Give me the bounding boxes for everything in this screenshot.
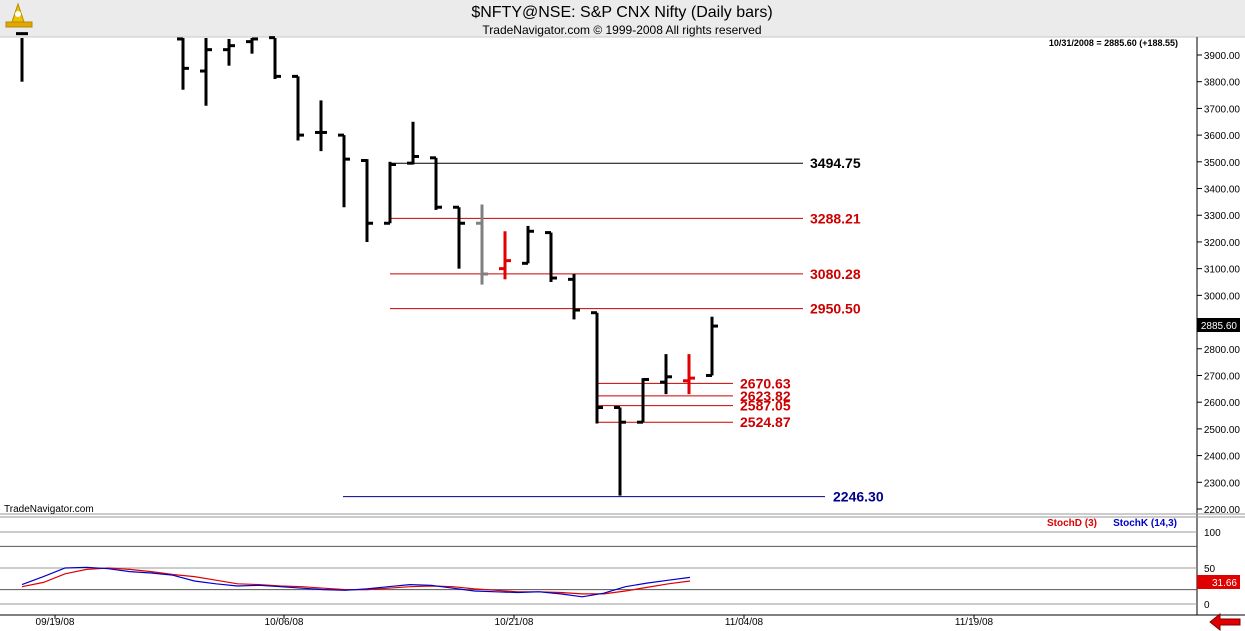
level-label: 2524.87 [740, 414, 791, 430]
price-tick-label: 2500.00 [1204, 425, 1241, 436]
last-bar-info: 10/31/2008 = 2885.60 (+188.55) [1049, 38, 1178, 48]
ohlc-bar [315, 100, 327, 152]
level-label: 2587.05 [740, 398, 791, 414]
ohlc-bar [384, 161, 396, 225]
ohlc-bar [16, 32, 28, 82]
stoch-tick-label: 0 [1204, 600, 1210, 611]
copyright-text: TradeNavigator.com © 1999-2008 All right… [482, 23, 761, 37]
price-tick-label: 3900.00 [1204, 51, 1241, 62]
price-tick-label: 3300.00 [1204, 211, 1241, 222]
price-tick-label: 2400.00 [1204, 452, 1241, 463]
ohlc-bar [637, 377, 649, 424]
last-price-label: 2885.60 [1201, 321, 1238, 332]
price-tick-label: 3400.00 [1204, 185, 1241, 196]
price-tick-label: 2700.00 [1204, 371, 1241, 382]
ohlc-bar [522, 225, 534, 265]
ohlc-bar [223, 38, 235, 66]
stoch-tick-label: 50 [1204, 564, 1216, 575]
ohlc-bar [453, 205, 465, 269]
stoch-last-box [1197, 575, 1240, 589]
price-tick-label: 2200.00 [1204, 505, 1241, 516]
level-label: 2246.30 [833, 489, 884, 505]
chart-title: $NFTY@NSE: S&P CNX Nifty (Daily bars) [471, 4, 772, 21]
price-tick-label: 3100.00 [1204, 265, 1241, 276]
ohlc-bar [338, 133, 350, 208]
time-tick-label: 10/21/08 [495, 617, 534, 628]
price-tick-label: 3000.00 [1204, 291, 1241, 302]
ohlc-bar [407, 121, 419, 165]
stochd-legend: StochD (3) [1047, 518, 1097, 529]
ohlc-bar [292, 74, 304, 141]
ohlc-bar [660, 354, 672, 395]
level-label: 3494.75 [810, 155, 861, 171]
level-label: 3288.21 [810, 210, 861, 226]
time-tick-label: 11/04/08 [725, 617, 764, 628]
ohlc-bar [361, 158, 373, 242]
price-tick-label: 3800.00 [1204, 78, 1241, 89]
ohlc-bar [614, 406, 626, 496]
ohlc-bar [706, 316, 718, 377]
app-logo-icon [5, 2, 33, 28]
ohlc-bar [177, 37, 189, 90]
ohlc-bar [476, 204, 488, 285]
price-tick-label: 2600.00 [1204, 398, 1241, 409]
ohlc-bar [269, 36, 281, 80]
stochk-legend: StochK (14,3) [1113, 518, 1177, 529]
stochk-line [21, 566, 691, 598]
price-tick-label: 3600.00 [1204, 131, 1241, 142]
level-label: 2623.82 [740, 388, 791, 404]
price-tick-label: 3200.00 [1204, 238, 1241, 249]
level-label: 2670.63 [740, 375, 791, 391]
level-label: 2950.50 [810, 301, 861, 317]
ohlc-bar [246, 37, 258, 54]
ohlc-bar [683, 354, 695, 395]
time-tick-label: 11/19/08 [955, 617, 994, 628]
time-tick-label: 09/19/08 [36, 617, 75, 628]
watermark-text: TradeNavigator.com [4, 504, 94, 515]
price-tick-label: 3700.00 [1204, 104, 1241, 115]
ohlc-bar [200, 38, 212, 106]
scroll-arrow-icon[interactable] [1209, 612, 1241, 631]
ohlc-bar [545, 231, 557, 282]
ohlc-bar [430, 156, 442, 210]
price-tick-label: 3500.00 [1204, 158, 1241, 169]
ohlc-bar [568, 273, 580, 320]
header-background [0, 0, 1245, 37]
last-price-box [1197, 318, 1240, 332]
ohlc-bar [499, 231, 511, 280]
level-label: 3080.28 [810, 266, 861, 282]
ohlc-bar [591, 311, 603, 424]
price-tick-label: 2300.00 [1204, 478, 1241, 489]
price-tick-label: 2800.00 [1204, 345, 1241, 356]
time-tick-label: 10/06/08 [265, 617, 304, 628]
stoch-last-label: 31.66 [1212, 578, 1237, 589]
stoch-tick-label: 100 [1204, 528, 1221, 539]
